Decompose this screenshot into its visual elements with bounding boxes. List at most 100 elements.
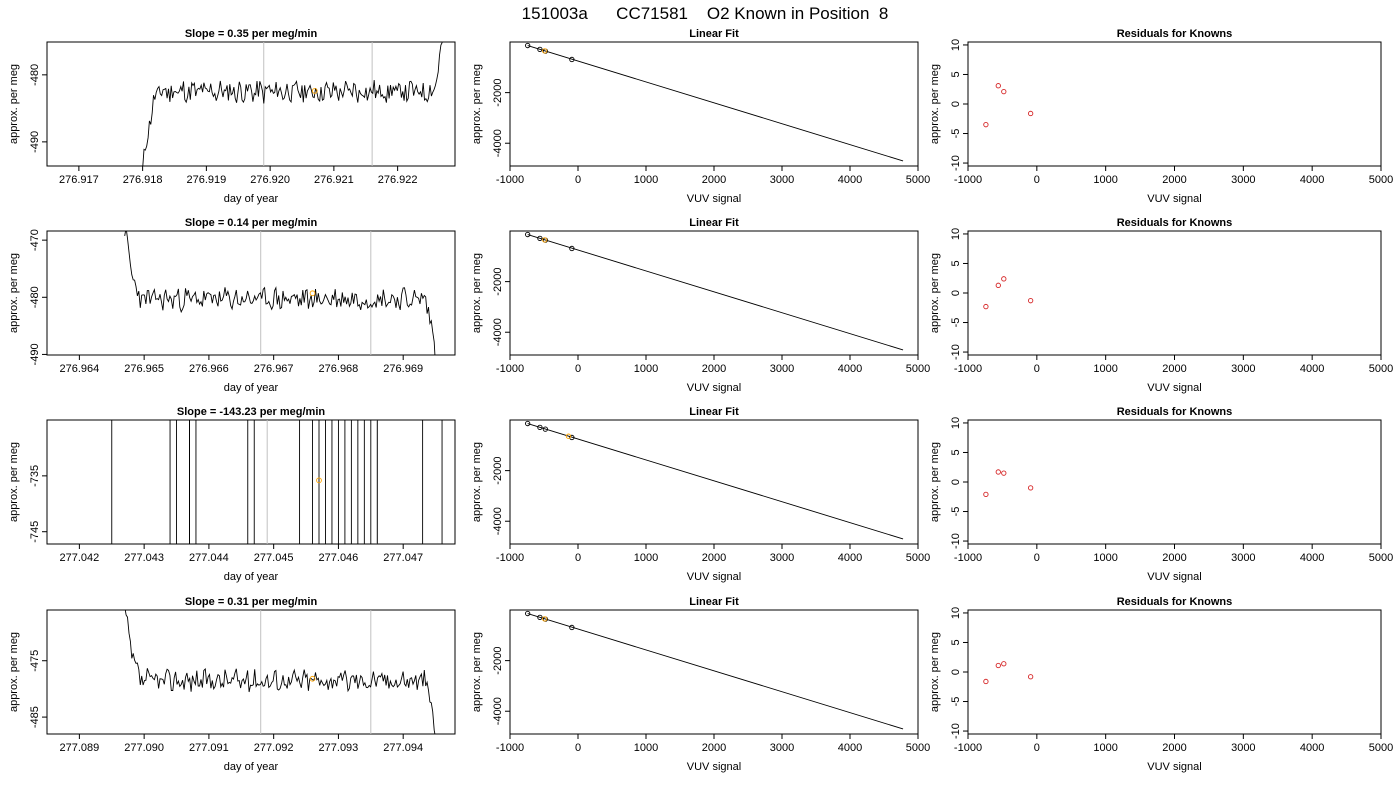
- y-tick-label: -2000: [492, 268, 504, 296]
- panel-title: Slope = -143.23 per meg/min: [177, 406, 326, 418]
- signal-trace: [124, 610, 436, 734]
- x-tick-label: 2000: [702, 742, 726, 754]
- known-marker: [309, 675, 316, 682]
- x-tick-label: 1000: [634, 363, 658, 375]
- known-point: [542, 48, 548, 54]
- y-axis-label: approx. per meg: [8, 253, 20, 333]
- x-tick-label: 5000: [906, 363, 930, 375]
- plot-area: [124, 231, 436, 355]
- plot-area: [983, 469, 1034, 498]
- standard-point: [537, 235, 543, 241]
- y-tick-label: -475: [29, 650, 41, 672]
- x-tick-label: 276.922: [378, 174, 418, 186]
- residual-point: [1027, 485, 1034, 491]
- standard-point: [537, 46, 543, 52]
- y-tick-label: -490: [29, 131, 41, 153]
- y-tick-label: -470: [29, 229, 41, 251]
- y-tick-label: -2000: [492, 647, 504, 675]
- plot-frame: [46, 230, 456, 356]
- panel-title: Slope = 0.14 per meg/min: [185, 217, 318, 229]
- x-axis-label: day of year: [224, 571, 279, 583]
- fit-line: [527, 45, 904, 162]
- y-tick-label: 0: [950, 290, 962, 296]
- x-tick-label: 277.044: [189, 552, 229, 564]
- x-tick-label: 4000: [838, 363, 862, 375]
- plot-area: [525, 420, 904, 540]
- timeseries-panel-row-1: Slope = 0.35 per meg/min 276.917 276.918 27…: [8, 28, 456, 205]
- y-tick-label: 10: [950, 228, 962, 240]
- x-tick-label: -1000: [496, 742, 524, 754]
- x-tick-label: 1000: [634, 742, 658, 754]
- x-axis-label: VUV signal: [1147, 571, 1201, 583]
- plot-area: [525, 42, 904, 162]
- residual-point: [983, 122, 989, 128]
- plot-frame: [967, 41, 1382, 167]
- x-tick-label: 2000: [1162, 363, 1186, 375]
- residuals-panel-row-1: Residuals for Knowns -1000 0 1000 2000 3000 40…: [929, 28, 1393, 205]
- x-tick-label: 2000: [1162, 552, 1186, 564]
- y-tick-label: 5: [950, 260, 962, 266]
- linear-fit-panel-row-2: Linear Fit -1000 0 1000 2000 3000 4000 5000 -400…: [471, 217, 930, 394]
- standard-point: [569, 56, 575, 63]
- y-tick-label: -4000: [492, 129, 504, 157]
- x-axis-label: VUV signal: [1147, 193, 1201, 205]
- panel-title: Linear Fit: [689, 28, 739, 40]
- y-tick-label: -735: [29, 465, 41, 487]
- residual-point: [1001, 88, 1007, 95]
- x-tick-label: 4000: [1300, 742, 1324, 754]
- residual-point: [995, 662, 1001, 669]
- x-tick-label: 277.090: [124, 742, 164, 754]
- y-tick-label: -5: [950, 129, 962, 139]
- x-tick-label: 277.092: [254, 742, 294, 754]
- x-axis-label: VUV signal: [687, 571, 741, 583]
- x-tick-label: 5000: [1369, 742, 1393, 754]
- y-tick-label: 10: [950, 39, 962, 51]
- x-tick-label: 4000: [838, 174, 862, 186]
- panel-grid: Slope = 0.35 per meg/min 276.917 276.918 27…: [8, 28, 1393, 773]
- plot-area: [111, 420, 443, 544]
- x-tick-label: 1000: [1093, 552, 1117, 564]
- y-tick-label: -10: [950, 344, 962, 360]
- x-tick-label: 2000: [702, 552, 726, 564]
- standard-point: [525, 610, 531, 617]
- x-tick-label: 0: [575, 174, 581, 186]
- x-axis-label: VUV signal: [1147, 382, 1201, 394]
- plot-area: [142, 42, 443, 166]
- standard-point: [525, 420, 531, 427]
- plot-area: [983, 661, 1034, 685]
- y-axis-label: approx. per meg: [471, 64, 483, 144]
- y-tick-label: -5: [950, 507, 962, 517]
- known-point: [565, 433, 572, 439]
- y-tick-label: 5: [950, 449, 962, 455]
- signal-trace: [124, 231, 436, 355]
- x-tick-label: 276.919: [186, 174, 226, 186]
- plot-area: [525, 610, 904, 730]
- residual-point: [1027, 110, 1034, 117]
- y-tick-label: -10: [950, 533, 962, 549]
- panel-title: Residuals for Knowns: [1117, 596, 1233, 608]
- x-tick-label: 5000: [906, 742, 930, 754]
- y-axis-label: approx. per meg: [8, 632, 20, 712]
- x-tick-label: 2000: [1162, 742, 1186, 754]
- x-tick-label: 276.965: [124, 363, 164, 375]
- standard-point: [537, 614, 543, 620]
- x-tick-label: 0: [575, 742, 581, 754]
- x-tick-label: 5000: [906, 174, 930, 186]
- residual-point: [1027, 298, 1034, 304]
- y-tick-label: 5: [950, 71, 962, 77]
- x-axis-label: VUV signal: [1147, 761, 1201, 773]
- y-axis-label: approx. per meg: [471, 632, 483, 712]
- x-tick-label: 1000: [634, 552, 658, 564]
- x-tick-label: -1000: [496, 552, 524, 564]
- x-tick-label: 1000: [1093, 742, 1117, 754]
- standard-point: [569, 434, 575, 441]
- residual-point: [1027, 674, 1034, 680]
- x-tick-label: 276.918: [123, 174, 163, 186]
- x-tick-label: 3000: [1231, 174, 1255, 186]
- panel-title: Residuals for Knowns: [1117, 28, 1233, 40]
- x-tick-label: 4000: [1300, 552, 1324, 564]
- x-tick-label: 0: [575, 552, 581, 564]
- panel-title: Linear Fit: [689, 217, 739, 229]
- x-tick-label: 276.920: [250, 174, 290, 186]
